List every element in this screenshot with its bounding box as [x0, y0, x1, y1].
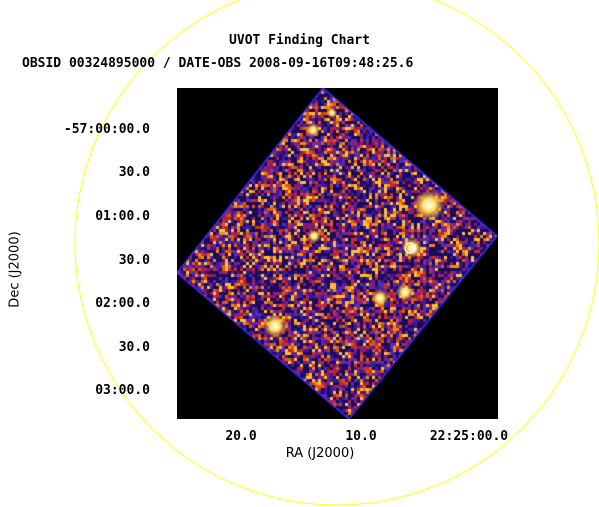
dec-tick-label: 30.0 — [118, 253, 150, 268]
dec-tick-label: 01:00.0 — [95, 209, 150, 224]
ra-tick-label: 10.0 — [345, 429, 377, 444]
dec-tick-label: 30.0 — [118, 340, 150, 355]
dec-tick-label: 02:00.0 — [95, 296, 150, 311]
ra-tick-label: 22:25:00.0 — [429, 429, 509, 444]
dec-tick-label: -57:00:00.0 — [63, 122, 150, 137]
uvot-sky-image[interactable] — [177, 88, 498, 419]
chart-subtitle: OBSID 00324895000 / DATE-OBS 2008-09-16T… — [22, 56, 414, 71]
dec-tick-label: 03:00.0 — [95, 383, 150, 398]
field-of-view-circle — [74, 0, 599, 506]
ra-tick-label: 20.0 — [225, 429, 257, 444]
target-source-marker[interactable] — [404, 242, 416, 254]
x-axis-label: RA (J2000) — [285, 446, 355, 461]
chart-title: UVOT Finding Chart — [229, 33, 370, 48]
dec-tick-label: 30.0 — [118, 165, 150, 180]
y-axis-label: Dec (J2000) — [7, 231, 23, 308]
